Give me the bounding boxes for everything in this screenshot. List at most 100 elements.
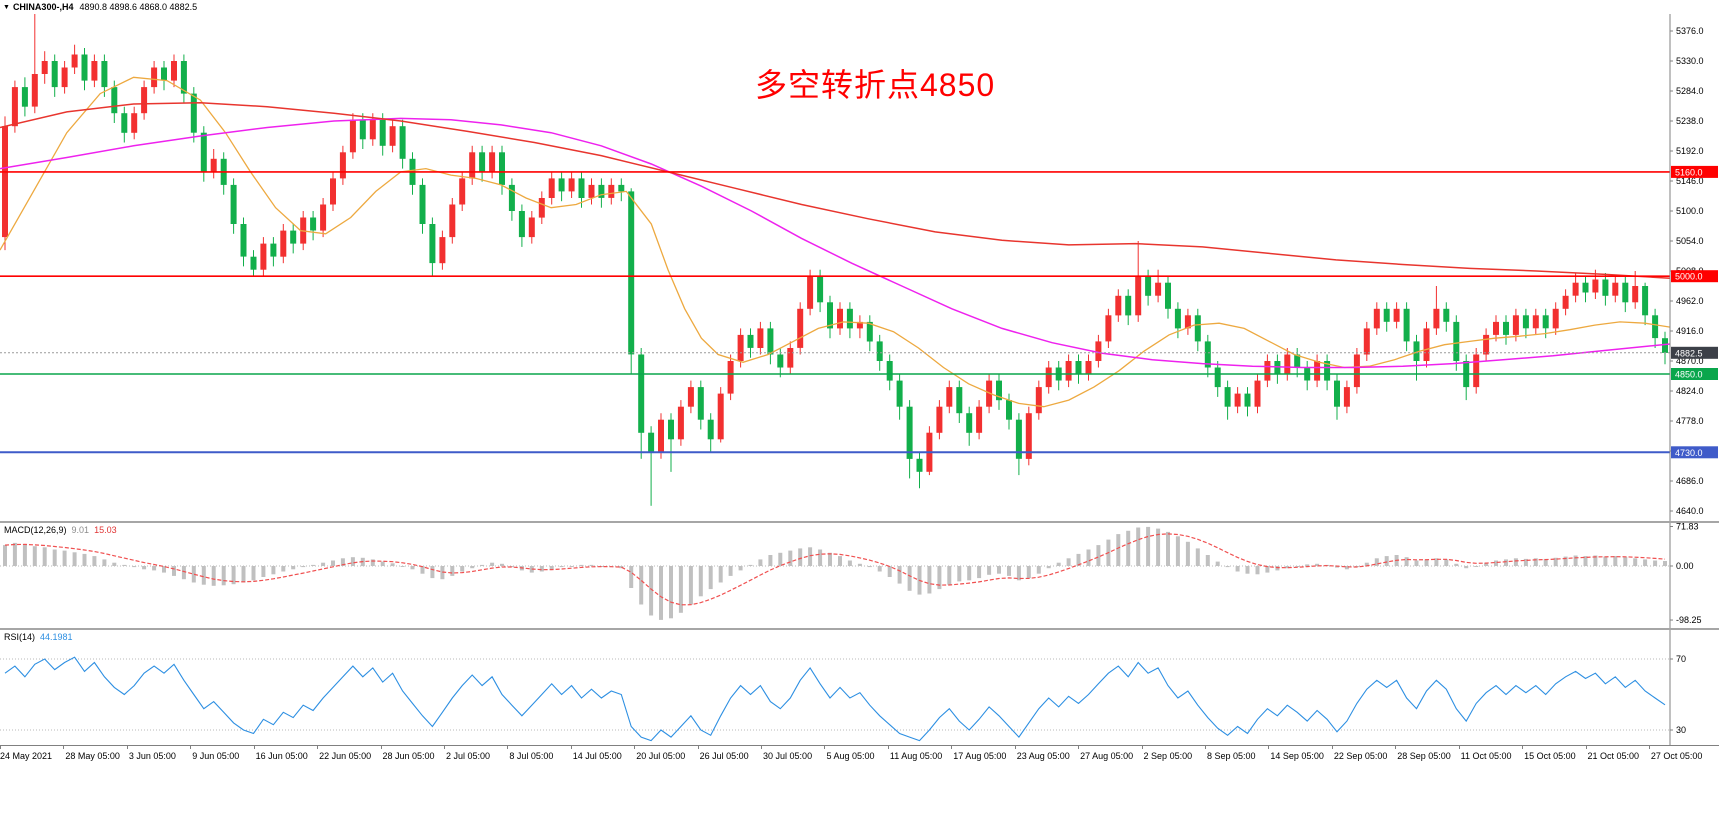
- chart-annotation[interactable]: 多空转折点4850: [755, 67, 996, 103]
- macd-histogram-bar: [1374, 558, 1379, 566]
- macd-histogram-bar: [142, 566, 147, 570]
- macd-histogram-bar: [847, 560, 852, 566]
- chart-title-bar: ▼ CHINA300-,H4 4890.8 4898.6 4868.0 4882.5: [0, 0, 1719, 14]
- macd-histogram-bar: [738, 566, 743, 571]
- candle-body: [1194, 315, 1201, 342]
- candle-body: [1652, 315, 1659, 339]
- macd-histogram-bar: [1513, 558, 1518, 566]
- macd-histogram-bar: [1195, 548, 1200, 566]
- macd-histogram-bar: [1583, 556, 1588, 566]
- price-level-label-text: 4882.5: [1675, 348, 1703, 358]
- symbol-timeframe-label: CHINA300-,H4: [12, 2, 74, 12]
- macd-histogram-bar: [172, 566, 176, 576]
- candle-body: [131, 113, 138, 133]
- macd-axis-label: 71.83: [1676, 523, 1699, 531]
- candle-body: [1015, 419, 1022, 459]
- candle-body: [339, 152, 346, 179]
- macd-histogram-bar: [967, 566, 972, 581]
- candle-body: [558, 178, 565, 192]
- macd-histogram-bar: [1504, 559, 1508, 566]
- time-tick-label: 14 Sep 05:00: [1270, 751, 1324, 761]
- candle-body: [1602, 279, 1609, 296]
- candle-body: [508, 184, 515, 211]
- time-tick: [253, 746, 255, 749]
- candle-body: [180, 61, 187, 94]
- candle-body: [71, 54, 78, 68]
- macd-histogram-bar: [12, 542, 17, 566]
- candle-body: [578, 178, 585, 198]
- time-tick-label: 28 May 05:00: [65, 751, 120, 761]
- candle-body: [111, 87, 118, 114]
- macd-histogram-bar: [22, 544, 27, 566]
- price-tick-label: 5284.0: [1676, 86, 1704, 96]
- candle-body: [1512, 315, 1519, 335]
- macd-histogram-bar: [261, 566, 266, 577]
- macd-histogram-bar: [3, 545, 7, 566]
- candle-body: [846, 308, 853, 329]
- macd-histogram-bar: [649, 566, 654, 616]
- macd-histogram-bar: [1444, 559, 1449, 566]
- candle-body: [1224, 387, 1231, 407]
- candle-body: [1383, 308, 1390, 322]
- candle-body: [210, 158, 217, 172]
- time-axis[interactable]: 24 May 2021 28 May 05:00 3 Jun 05:00 9 Jun …: [0, 745, 1719, 766]
- macd-histogram-bar: [480, 564, 485, 566]
- candle-body: [91, 61, 98, 81]
- macd-canvas[interactable]: 71.83 0.00 -98.25: [0, 523, 1719, 628]
- candle-body: [976, 406, 983, 433]
- rsi-canvas[interactable]: 70 30: [0, 630, 1719, 745]
- time-tick-label: 27 Aug 05:00: [1080, 751, 1134, 761]
- price-tick-label: 5100.0: [1676, 206, 1704, 216]
- candle-body: [1373, 308, 1380, 329]
- rsi-axis-label: 70: [1676, 654, 1686, 664]
- candle-body: [1353, 354, 1360, 388]
- candle-body: [449, 204, 456, 238]
- macd-histogram-bar: [201, 566, 206, 585]
- macd-histogram-bar: [1007, 566, 1011, 576]
- candle-body: [747, 334, 754, 348]
- macd-histogram-bar: [1384, 556, 1389, 566]
- candle-body: [1612, 282, 1619, 296]
- time-tick: [1522, 746, 1524, 749]
- panel-separator[interactable]: [0, 521, 1719, 523]
- candle-body: [1204, 341, 1211, 368]
- candle-body: [996, 380, 1002, 401]
- candle-body: [190, 93, 197, 133]
- candle-body: [31, 74, 38, 107]
- price-level-label: [1671, 270, 1718, 283]
- candle-body: [797, 308, 804, 348]
- macd-histogram-bar: [1533, 558, 1538, 566]
- macd-main-value: 9.01: [71, 525, 90, 535]
- candle-body: [1403, 308, 1410, 342]
- panel-separator[interactable]: [0, 628, 1719, 630]
- time-tick: [887, 746, 889, 749]
- macd-histogram-bar: [897, 566, 902, 584]
- candle-body: [121, 113, 128, 133]
- time-tick-label: 17 Aug 05:00: [953, 751, 1007, 761]
- macd-histogram-bar: [619, 566, 624, 569]
- candle-body: [260, 243, 267, 270]
- candle-body: [41, 61, 48, 74]
- macd-histogram-bar: [331, 560, 335, 566]
- macd-histogram-bar: [42, 547, 47, 566]
- macd-histogram-bar: [877, 566, 882, 572]
- macd-histogram-bar: [1116, 534, 1121, 566]
- time-tick-label: 28 Jun 05:00: [382, 751, 435, 761]
- candle-body: [1562, 295, 1569, 309]
- macd-histogram-bar: [251, 566, 256, 581]
- macd-histogram-bar: [32, 546, 37, 566]
- macd-histogram-bar: [559, 566, 564, 568]
- rsi-line: [4, 656, 1666, 742]
- macd-histogram-bar: [1633, 558, 1638, 566]
- macd-histogram-bar: [1573, 555, 1578, 566]
- price-tick-label: 5146.0: [1676, 176, 1704, 186]
- symbol-dropdown-icon[interactable]: ▼: [3, 4, 10, 11]
- macd-histogram-bar: [1205, 555, 1210, 566]
- candle-body: [1214, 367, 1221, 388]
- candle-body: [399, 126, 406, 159]
- candle-body: [1085, 361, 1092, 374]
- candle-body: [161, 67, 167, 81]
- price-chart-canvas[interactable]: 5376.0 5330.0 5284.0 5238.0 5192.0 5146.0 5100…: [0, 14, 1719, 521]
- macd-histogram-bar: [1166, 531, 1170, 566]
